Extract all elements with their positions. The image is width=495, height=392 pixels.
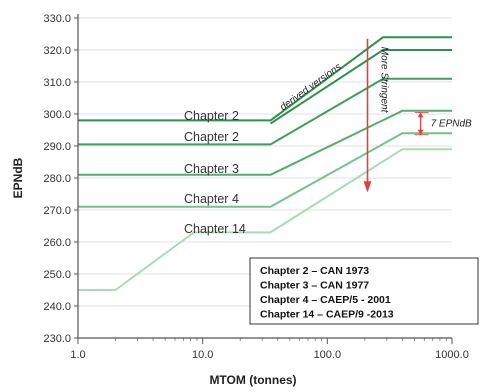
series-lines (78, 36, 452, 291)
y-tick-label: 310.0 (43, 77, 71, 89)
series-line-4 (78, 132, 452, 208)
series-label: Chapter 2 (184, 109, 239, 123)
more-stringent-arrow-head (363, 181, 372, 193)
epndb-arrow-down (417, 129, 424, 135)
epndb-arrow-up (417, 112, 424, 118)
epndb-label: 7 EPNdB (431, 119, 472, 130)
y-tick-label: 300.0 (43, 109, 71, 121)
series-label: Chapter 14 (184, 222, 246, 236)
y-tick-label: 250.0 (43, 269, 71, 281)
series-label: Chapter 4 (184, 192, 239, 206)
x-axis-title: MTOM (tonnes) (209, 373, 296, 387)
series-line-0 (78, 36, 452, 122)
series-line-1 (269, 49, 452, 125)
x-tick-label: 1.0 (70, 349, 85, 361)
series-labels: Chapter 2 Chapter 2 Chapter 3 Chapter 4 Chap… (184, 109, 246, 236)
annotations: derived versions More Stringent 7 EPNdB (278, 38, 472, 193)
legend-box (249, 257, 479, 325)
legend: Chapter 2 – CAN 1973 Chapter 3 – CAN 1977… (249, 257, 479, 325)
x-tick-label: 10.0 (192, 349, 213, 361)
x-tick-label: 100.0 (314, 349, 342, 361)
series-line-5 (78, 148, 452, 291)
y-tick-label: 320.0 (43, 45, 71, 57)
axes: 230.0 240.0 250.0 260.0 270.0 280.0 290.0 300.0… (43, 13, 468, 361)
series-line-2 (78, 77, 452, 146)
more-stringent-label: More Stringent (379, 47, 390, 114)
y-tick-label: 270.0 (43, 205, 71, 217)
series-label: Chapter 2 (184, 130, 239, 144)
y-tick-label: 230.0 (43, 333, 71, 345)
y-tick-label: 260.0 (43, 237, 71, 249)
y-tick-label: 280.0 (43, 173, 71, 185)
series-label: Chapter 3 (184, 162, 239, 176)
legend-entry: Chapter 2 – CAN 1973 (260, 265, 369, 277)
y-tick-label: 240.0 (43, 301, 71, 313)
y-axis-title: EPNdB (11, 157, 25, 198)
legend-entry: Chapter 4 – CAEP/5 - 2001 (260, 294, 391, 306)
y-tick-label: 290.0 (43, 141, 71, 153)
derived-versions-label: derived versions (278, 62, 343, 114)
x-tick-label: 1000.0 (435, 349, 469, 361)
y-tick-label: 330.0 (43, 13, 71, 25)
series-line-3 (78, 109, 452, 176)
legend-entry: Chapter 3 – CAN 1977 (260, 280, 369, 292)
legend-entry: Chapter 14 – CAEP/9 -2013 (260, 309, 394, 321)
